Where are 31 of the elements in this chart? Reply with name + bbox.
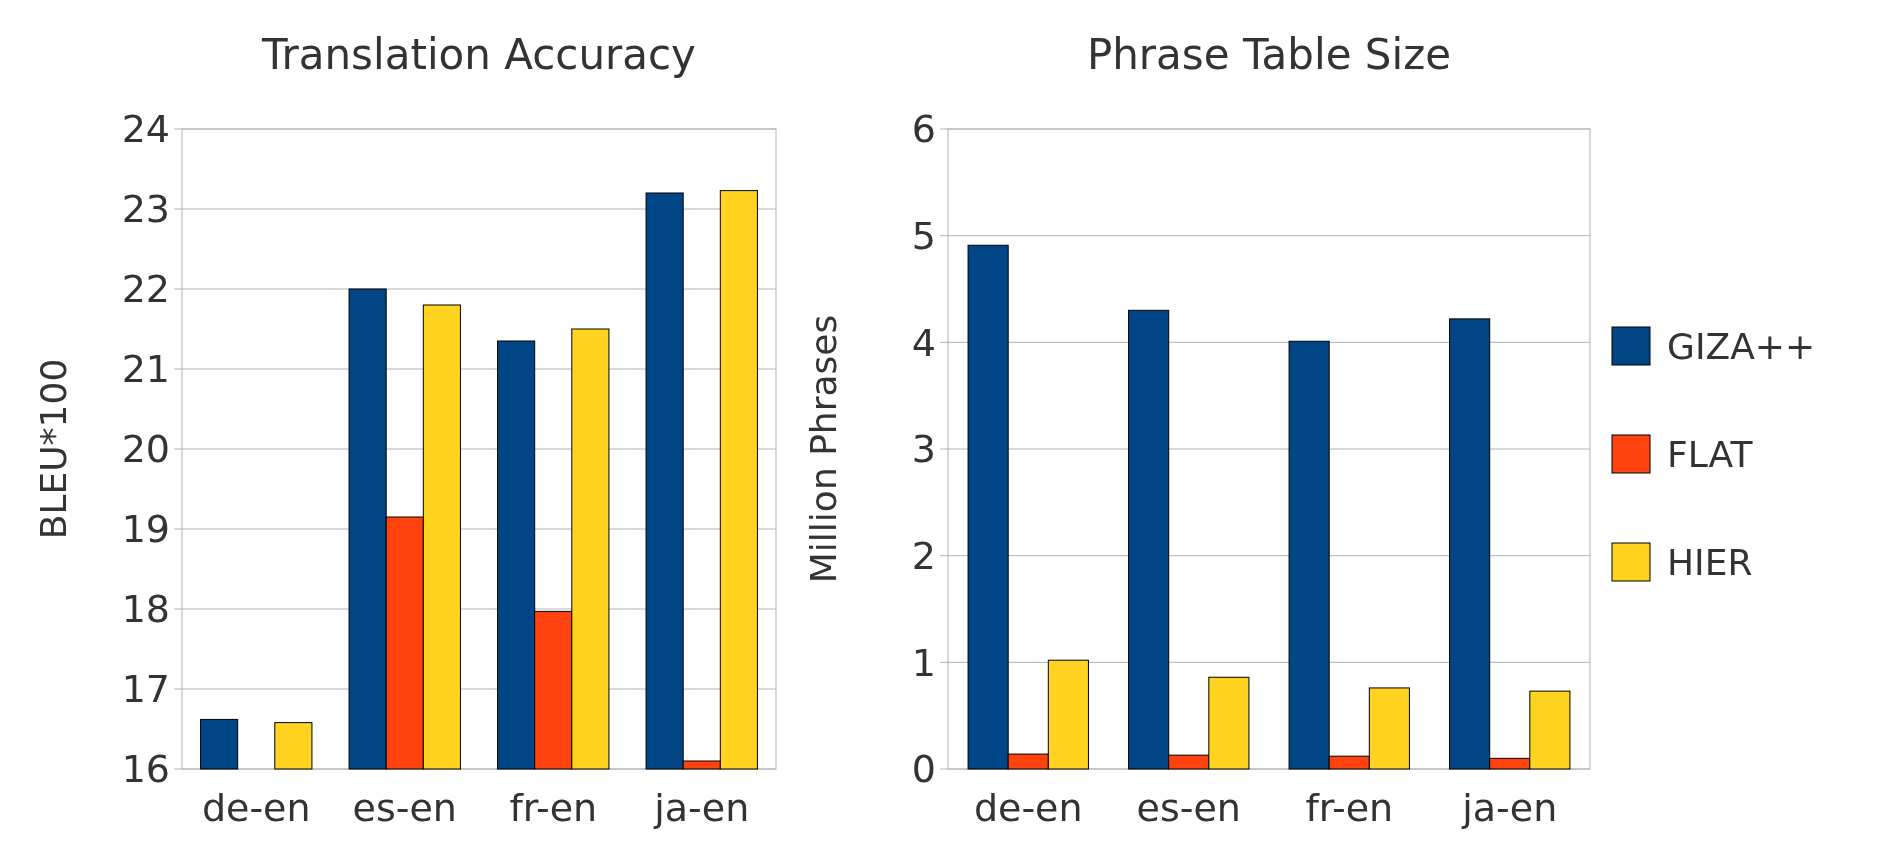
- y-tick-label: 3: [911, 427, 936, 472]
- y-tick-label: 22: [121, 267, 170, 312]
- y-tick-label: 5: [911, 213, 936, 258]
- legend-label: HIER: [1667, 541, 1753, 583]
- x-tick-label: ja-en: [653, 786, 750, 830]
- y-tick-label: 1: [911, 640, 936, 685]
- y-tick-label: 20: [121, 427, 170, 472]
- chart-title: Translation Accuracy: [261, 30, 696, 79]
- x-tick-label: es-en: [1136, 786, 1241, 830]
- y-tick-label: 6: [911, 107, 936, 152]
- x-tick-label: de-en: [973, 786, 1083, 830]
- y-axis-title: BLEU*100: [33, 358, 74, 540]
- chart-title: Phrase Table Size: [1086, 30, 1452, 79]
- y-tick-label: 21: [121, 347, 170, 392]
- x-tick-label: ja-en: [1461, 786, 1558, 830]
- x-tick-label: fr-en: [509, 786, 598, 830]
- legend-label: GIZA++: [1667, 325, 1816, 367]
- y-tick-label: 2: [911, 533, 936, 578]
- x-tick-label: fr-en: [1305, 786, 1394, 830]
- y-tick-label: 0: [911, 747, 936, 792]
- y-tick-label: 24: [121, 107, 170, 152]
- x-tick-label: es-en: [352, 786, 457, 830]
- y-tick-label: 16: [121, 747, 170, 792]
- y-tick-label: 4: [911, 320, 936, 365]
- y-tick-label: 18: [121, 587, 170, 632]
- y-tick-label: 23: [121, 187, 170, 232]
- y-axis-title: Million Phrases: [803, 314, 844, 584]
- legend-label: FLAT: [1667, 433, 1754, 475]
- y-tick-label: 17: [121, 667, 170, 712]
- x-tick-label: de-en: [201, 786, 311, 830]
- y-tick-label: 19: [121, 507, 170, 552]
